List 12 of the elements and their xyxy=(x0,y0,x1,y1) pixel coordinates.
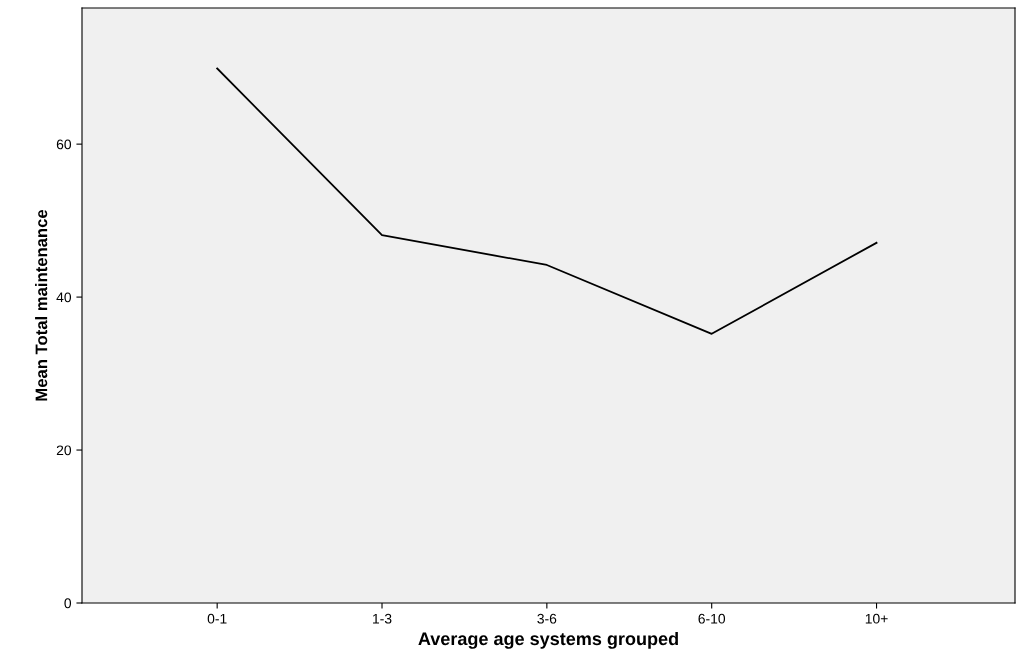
x-tick-label: 10+ xyxy=(865,613,888,624)
y-axis-title: Mean Total maintenance xyxy=(35,209,48,401)
x-tick-label: 1-3 xyxy=(373,613,392,624)
y-tick-label: 0 xyxy=(64,598,72,609)
line-series xyxy=(216,67,878,335)
y-tick-label: 60 xyxy=(56,139,72,150)
x-axis-title: Average age systems grouped xyxy=(418,631,678,649)
x-tick-label: 0-1 xyxy=(207,613,227,624)
y-tick-label: 20 xyxy=(56,445,72,456)
x-tick-label: 6-10 xyxy=(698,613,726,624)
x-tick-label: 3-6 xyxy=(537,613,557,624)
y-tick-label: 40 xyxy=(56,292,72,303)
